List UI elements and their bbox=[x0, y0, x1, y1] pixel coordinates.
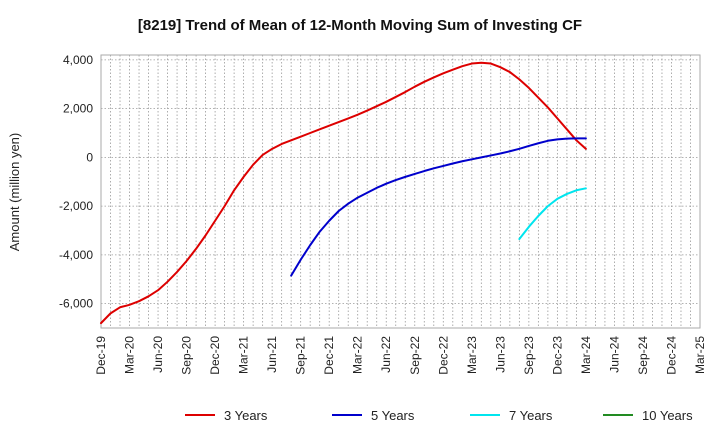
x-tick-label: Sep-24 bbox=[636, 336, 650, 375]
series-line-3 bbox=[518, 187, 587, 241]
x-tick-label: Dec-21 bbox=[322, 336, 336, 375]
series-lines bbox=[100, 61, 587, 325]
x-tick-label: Dec-20 bbox=[208, 336, 222, 375]
series-line-1 bbox=[100, 61, 587, 325]
legend-item: 7 Years bbox=[470, 408, 553, 423]
x-tick-label: Jun-22 bbox=[379, 336, 393, 373]
x-tick-label: Dec-19 bbox=[94, 336, 108, 375]
legend-label: 7 Years bbox=[509, 408, 553, 423]
x-tick-label: Sep-21 bbox=[294, 336, 308, 375]
y-tick-label: -6,000 bbox=[59, 297, 93, 311]
legend-item: 10 Years bbox=[603, 408, 693, 423]
legend-label: 3 Years bbox=[224, 408, 268, 423]
x-tick-label: Sep-20 bbox=[180, 336, 194, 375]
y-tick-label: 2,000 bbox=[63, 102, 93, 116]
legend: 3 Years 5 Years 7 Years 10 Years bbox=[185, 408, 693, 423]
x-tick-label: Dec-23 bbox=[550, 336, 564, 375]
x-tick-label: Mar-25 bbox=[693, 336, 707, 374]
x-tick-label: Jun-23 bbox=[493, 336, 507, 373]
legend-label: 5 Years bbox=[371, 408, 415, 423]
x-tick-label: Dec-22 bbox=[436, 336, 450, 375]
plot-frame bbox=[100, 54, 701, 329]
x-tick-label: Jun-20 bbox=[151, 336, 165, 373]
x-tick-label: Mar-21 bbox=[237, 336, 251, 374]
x-tick-label: Mar-20 bbox=[123, 336, 137, 374]
legend-label: 10 Years bbox=[642, 408, 693, 423]
chart-title: [8219] Trend of Mean of 12-Month Moving … bbox=[138, 17, 582, 34]
x-tick-label: Jun-21 bbox=[265, 336, 279, 373]
y-axis-label: Amount (million yen) bbox=[7, 133, 22, 252]
legend-item: 5 Years bbox=[332, 408, 415, 423]
axes: 4,000 2,000 0 -2,000 -4,000 -6,000 Dec-19 Mar-2… bbox=[59, 53, 707, 375]
x-tick-label: Sep-22 bbox=[408, 336, 422, 375]
y-tick-label: -2,000 bbox=[59, 199, 93, 213]
series-line-2 bbox=[290, 137, 587, 277]
x-tick-label: Mar-22 bbox=[351, 336, 365, 374]
legend-item: 3 Years bbox=[185, 408, 268, 423]
x-tick-label: Mar-23 bbox=[465, 336, 479, 374]
x-tick-label: Mar-24 bbox=[579, 336, 593, 374]
grid-lines bbox=[101, 55, 700, 328]
y-tick-label: 4,000 bbox=[63, 53, 93, 67]
y-tick-label: 0 bbox=[86, 150, 93, 164]
x-tick-label: Sep-23 bbox=[522, 336, 536, 375]
x-tick-label: Dec-24 bbox=[664, 336, 678, 375]
x-tick-label: Jun-24 bbox=[607, 336, 621, 373]
y-tick-label: -4,000 bbox=[59, 248, 93, 262]
